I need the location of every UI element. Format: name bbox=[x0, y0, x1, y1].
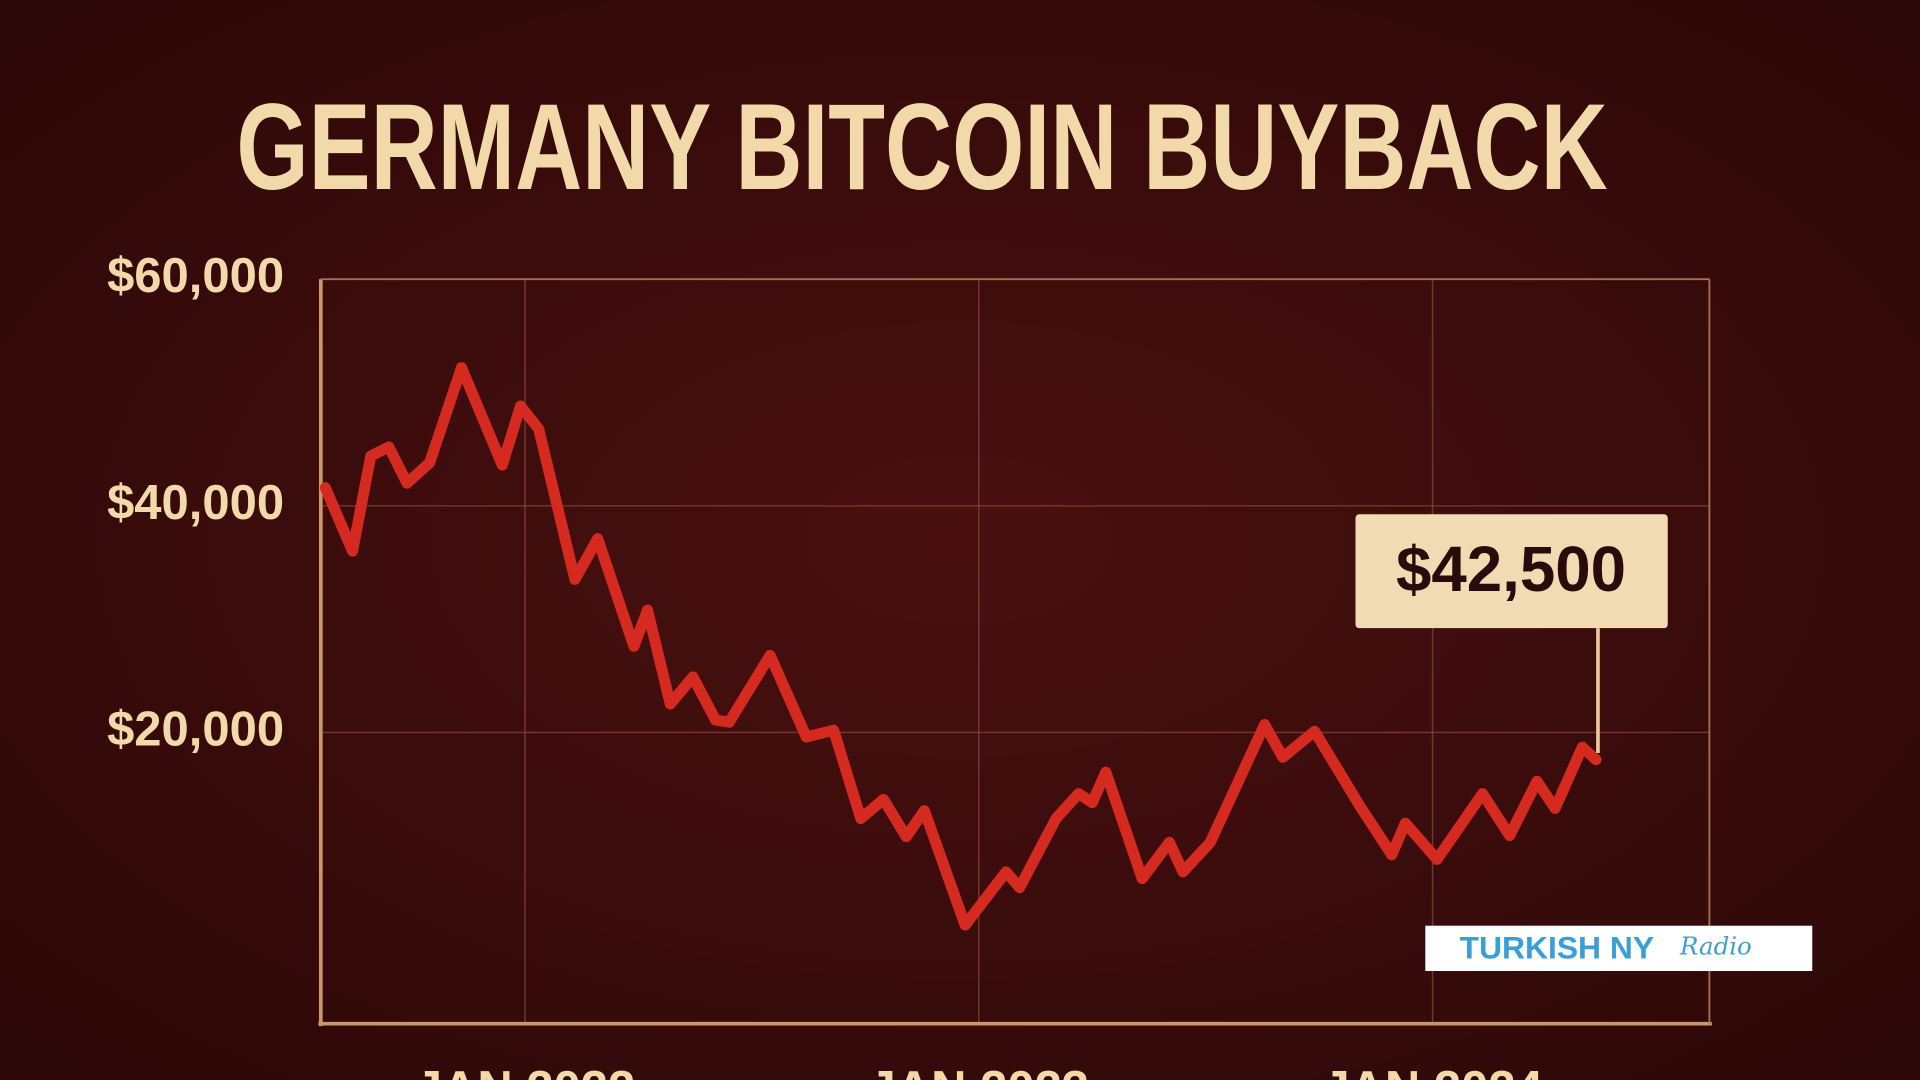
watermark-script: Radio bbox=[1679, 931, 1752, 960]
x-tick-label: JAN 2022 bbox=[415, 1062, 636, 1080]
x-tick-label: JAN 2024 bbox=[1322, 1062, 1543, 1080]
plot bbox=[319, 362, 1602, 931]
watermark-brand: TURKISH NY bbox=[1460, 930, 1655, 966]
annotation: $42,500 bbox=[1396, 534, 1626, 605]
y-tick-label: $60,000 bbox=[107, 249, 284, 303]
annotation-box bbox=[1355, 514, 1668, 629]
x-tick-label: JAN 2023 bbox=[869, 1062, 1090, 1080]
y-tick-label: $40,000 bbox=[107, 476, 284, 530]
y-tick-label: $20,000 bbox=[107, 702, 284, 756]
chart-title: GERMANY BITCOIN BUYBACK bbox=[236, 78, 1607, 215]
price-line bbox=[319, 362, 1602, 931]
watermark-box bbox=[1425, 925, 1813, 972]
